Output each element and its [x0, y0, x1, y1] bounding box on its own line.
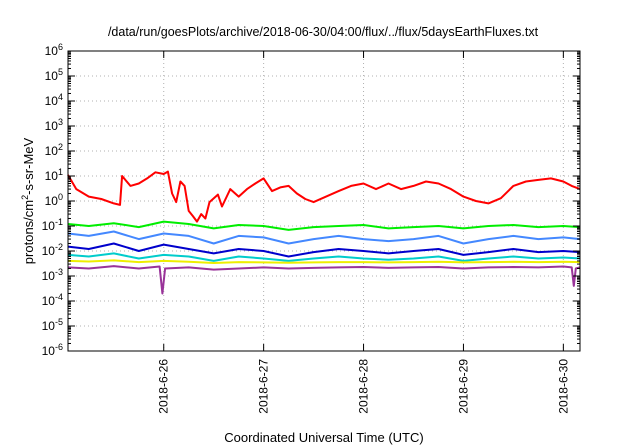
series-line-7	[67, 265, 581, 295]
y-tick-label: 105	[45, 67, 63, 83]
series-line-1	[67, 170, 581, 223]
series-line-6	[67, 259, 581, 264]
y-tick-label: 10-6	[42, 342, 63, 358]
series-line-4	[67, 242, 581, 258]
y-tick-label: 10-2	[42, 242, 63, 258]
x-tick-labels: 2018-6-26 2018-6-27 2018-6-28 2018-6-29 2018…	[157, 359, 571, 414]
y-tick-labels: 10-6 10-5 10-4 10-3 10-2 10-1 100 101 102 103 104 1…	[42, 42, 63, 358]
series-layer	[67, 170, 581, 295]
x-tick-label: 2018-6-26	[157, 359, 171, 414]
y-tick-label: 104	[45, 92, 63, 108]
chart-title: /data/run/goesPlots/archive/2018-06-30/0…	[108, 25, 539, 39]
x-tick-label: 2018-6-30	[556, 359, 570, 414]
y-tick-label: 10-4	[42, 292, 63, 308]
y-tick-label: 102	[45, 142, 63, 158]
y-tick-label: 10-3	[42, 267, 63, 283]
ticks	[68, 50, 580, 352]
y-tick-label: 106	[45, 42, 63, 58]
y-tick-label: 103	[45, 117, 63, 133]
x-axis-label: Coordinated Universal Time (UTC)	[224, 430, 423, 445]
x-tick-label: 2018-6-29	[456, 359, 470, 414]
y-tick-label: 10-1	[42, 217, 63, 233]
y-tick-label: 100	[45, 192, 63, 208]
y-axis-label: protons/cm2-s-sr-MeV	[20, 137, 36, 264]
x-tick-label: 2018-6-27	[257, 359, 271, 414]
x-tick-label: 2018-6-28	[357, 359, 371, 414]
series-line-2	[67, 220, 581, 231]
y-tick-label: 101	[45, 167, 63, 183]
series-line-3	[67, 230, 581, 245]
y-tick-label: 10-5	[42, 317, 63, 333]
series-line-5	[67, 252, 581, 262]
